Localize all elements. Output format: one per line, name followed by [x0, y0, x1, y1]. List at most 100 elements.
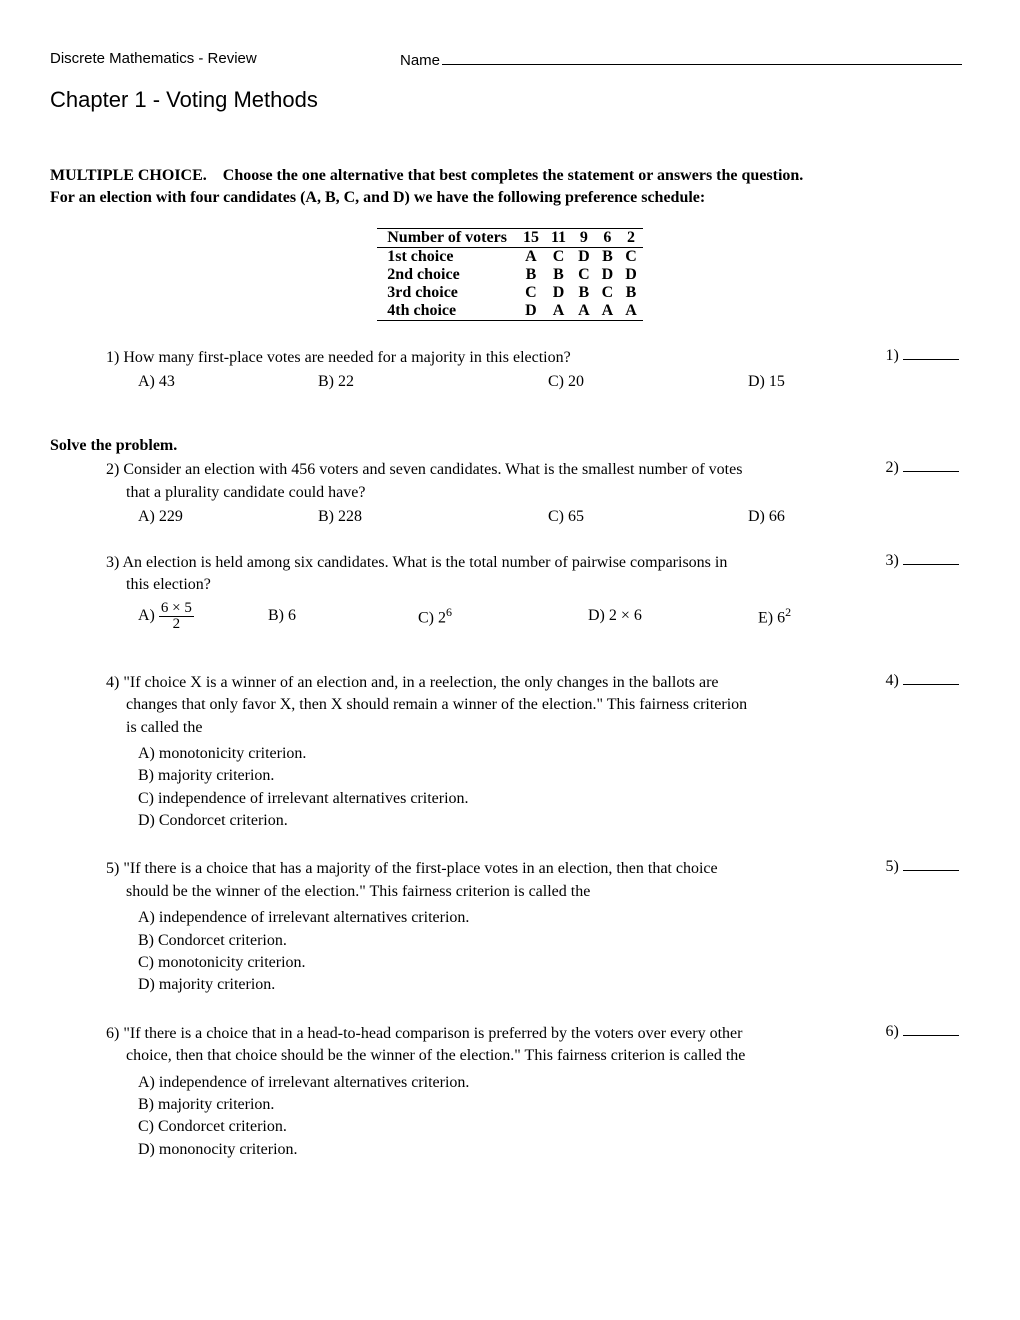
question-number: 1) [106, 349, 119, 366]
question-text: How many first-place votes are needed fo… [123, 349, 570, 366]
pref-cell: C [596, 284, 620, 302]
choice-a: A) independence of irrelevant alternativ… [138, 1072, 876, 1094]
pref-cell: B [517, 266, 545, 284]
question-3: 3) An election is held among six candida… [106, 552, 970, 668]
pref-count: 11 [545, 228, 572, 247]
pref-count: 6 [596, 228, 620, 247]
question-6: 6) "If there is a choice that in a head-… [106, 1023, 970, 1183]
choice-d: D) majority criterion. [138, 974, 876, 996]
answer-blank [903, 459, 959, 472]
pref-cell: C [572, 266, 596, 284]
pref-cell: B [545, 266, 572, 284]
question-text: choice, then that choice should be the w… [126, 1045, 876, 1067]
question-text: is called the [126, 717, 876, 739]
answer-blank [903, 552, 959, 565]
question-text: this election? [126, 574, 876, 596]
name-field: Name [400, 50, 962, 69]
chapter-title: Chapter 1 - Voting Methods [50, 87, 970, 113]
question-1: 1) How many first-place votes are needed… [106, 347, 970, 413]
question-number: 5) [106, 860, 119, 877]
question-number: 6) [106, 1025, 119, 1042]
choice-b: B) Condorcet criterion. [138, 930, 876, 952]
answer-blank [903, 1023, 959, 1036]
pref-cell: B [619, 284, 643, 302]
pref-cell: A [545, 302, 572, 321]
pref-cell: A [596, 302, 620, 321]
answer-slot: 6) [876, 1023, 970, 1183]
preference-table: Number of voters 15 11 9 6 2 1st choice … [377, 228, 643, 321]
pref-cell: C [619, 247, 643, 266]
choice-a: A) 6 × 52 [138, 601, 268, 632]
choice-c: C) monotonicity criterion. [138, 952, 876, 974]
choice-a: A) monotonicity criterion. [138, 743, 876, 765]
pref-cell: A [619, 302, 643, 321]
pref-count: 15 [517, 228, 545, 247]
question-number: 4) [106, 674, 119, 691]
pref-row-label: 4th choice [377, 302, 517, 321]
answer-blank [903, 347, 959, 360]
name-label: Name [400, 52, 440, 69]
question-text: An election is held among six candidates… [122, 554, 727, 571]
choice-c: C) Condorcet criterion. [138, 1116, 876, 1138]
pref-cell: D [517, 302, 545, 321]
choice-d: D) mononocity criterion. [138, 1139, 876, 1161]
answer-slot: 5) [876, 858, 970, 1018]
choice-d: D) 15 [748, 373, 785, 391]
section-header: Solve the problem. [50, 437, 970, 455]
pref-row-label: 1st choice [377, 247, 517, 266]
pref-row-label: 3rd choice [377, 284, 517, 302]
pref-header-label: Number of voters [377, 228, 517, 247]
pref-cell: C [545, 247, 572, 266]
pref-row-label: 2nd choice [377, 266, 517, 284]
question-text: changes that only favor X, then X should… [126, 694, 876, 716]
answer-number: 5) [886, 858, 899, 875]
pref-cell: B [572, 284, 596, 302]
answer-blank [903, 858, 959, 871]
choice-b: B) 22 [318, 373, 548, 391]
instructions: MULTIPLE CHOICE. Choose the one alternat… [50, 165, 970, 210]
question-text: "If there is a choice that has a majorit… [123, 860, 717, 877]
question-text: "If choice X is a winner of an election … [123, 674, 718, 691]
page-header: Discrete Mathematics - Review Name [50, 50, 970, 69]
choice-c: C) 26 [418, 605, 588, 627]
choice-b: B) 6 [268, 607, 418, 625]
choice-c: C) independence of irrelevant alternativ… [138, 788, 876, 810]
pref-cell: D [619, 266, 643, 284]
answer-number: 2) [886, 459, 899, 476]
question-5: 5) "If there is a choice that has a majo… [106, 858, 970, 1018]
choice-a: A) independence of irrelevant alternativ… [138, 907, 876, 929]
choice-d: D) Condorcet criterion. [138, 810, 876, 832]
pref-count: 9 [572, 228, 596, 247]
answer-slot: 2) [876, 459, 970, 548]
pref-cell: D [596, 266, 620, 284]
question-number: 3) [106, 554, 119, 571]
answer-slot: 4) [876, 672, 970, 855]
pref-cell: D [572, 247, 596, 266]
question-2: 2) Consider an election with 456 voters … [106, 459, 970, 548]
choice-b: B) majority criterion. [138, 1094, 876, 1116]
choice-d: D) 66 [748, 508, 785, 526]
choice-a: A) 229 [138, 508, 318, 526]
pref-cell: D [545, 284, 572, 302]
pref-cell: A [517, 247, 545, 266]
answer-blank [903, 672, 959, 685]
answer-number: 4) [886, 672, 899, 689]
pref-cell: B [596, 247, 620, 266]
choice-e: E) 62 [758, 605, 791, 627]
choice-c: C) 20 [548, 373, 748, 391]
question-text: Consider an election with 456 voters and… [123, 461, 742, 478]
instruction-line-2: For an election with four candidates (A,… [50, 189, 705, 206]
question-text: that a plurality candidate could have? [126, 482, 876, 504]
answer-slot: 3) [876, 552, 970, 668]
question-4: 4) "If choice X is a winner of an electi… [106, 672, 970, 855]
question-number: 2) [106, 461, 119, 478]
pref-cell: A [572, 302, 596, 321]
choice-d: D) 2 × 6 [588, 607, 758, 625]
answer-number: 6) [886, 1023, 899, 1040]
question-text: should be the winner of the election." T… [126, 881, 876, 903]
answer-slot: 1) [876, 347, 970, 413]
choice-b: B) 228 [318, 508, 548, 526]
choice-a: A) 43 [138, 373, 318, 391]
choice-b: B) majority criterion. [138, 765, 876, 787]
pref-cell: C [517, 284, 545, 302]
